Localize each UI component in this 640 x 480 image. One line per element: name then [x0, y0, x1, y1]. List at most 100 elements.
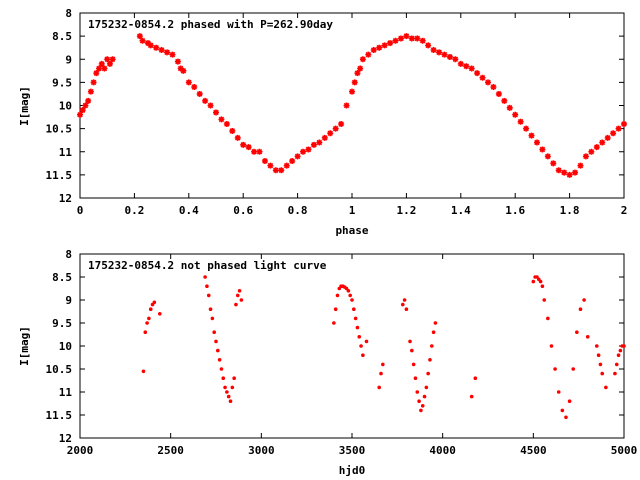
- data-point: [528, 132, 535, 139]
- data-point: [506, 104, 513, 111]
- data-point: [523, 125, 530, 132]
- data-point: [217, 358, 222, 362]
- data-point: [338, 121, 345, 127]
- x-tick-label: 4000: [429, 444, 456, 457]
- y-axis-ticks: 8 8.5 9 9.5 10 10.5 11 11.5 12: [46, 248, 624, 445]
- data-point: [147, 316, 151, 321]
- data-point: [473, 376, 478, 381]
- data-point: [538, 279, 543, 284]
- y-tick-label: 9.5: [52, 317, 72, 330]
- data-point: [237, 289, 242, 293]
- data-point: [392, 37, 399, 44]
- data-point: [109, 56, 116, 63]
- data-point: [305, 146, 312, 153]
- y-tick-label: 9.5: [52, 76, 72, 89]
- data-point: [616, 353, 621, 358]
- data-point: [213, 109, 219, 116]
- data-point: [208, 307, 213, 312]
- data-point: [228, 399, 233, 404]
- data-point: [599, 139, 606, 146]
- data-point: [219, 367, 224, 371]
- data-point: [350, 298, 354, 302]
- x-tick-label: 1.8: [560, 204, 580, 217]
- y-tick-label: 11: [59, 386, 73, 399]
- x-tick-label: 0.4: [179, 204, 199, 217]
- data-point: [145, 40, 151, 47]
- data-point: [426, 371, 430, 376]
- data-point: [357, 65, 364, 72]
- data-point: [433, 321, 438, 325]
- data-point: [400, 302, 405, 307]
- x-axis-ticks: 0 0.2 0.4 0.6 0.8 1 1.2 1.4 1.6 1.8 2: [77, 13, 627, 217]
- data-point: [422, 394, 427, 399]
- data-point: [571, 367, 576, 371]
- data-point: [196, 90, 203, 97]
- x-tick-label: 0.6: [233, 204, 253, 217]
- data-point: [553, 367, 557, 371]
- data-point: [152, 300, 157, 305]
- data-point: [225, 390, 229, 394]
- data-point: [343, 102, 350, 109]
- data-point: [469, 394, 474, 399]
- data-point: [352, 307, 356, 312]
- data-point: [379, 371, 383, 376]
- data-point: [577, 162, 584, 169]
- data-point: [413, 376, 418, 381]
- data-point: [206, 293, 211, 298]
- y-tick-label: 11.5: [46, 409, 73, 422]
- data-point: [278, 167, 285, 174]
- data-point: [517, 118, 524, 125]
- data-point: [598, 362, 603, 367]
- data-point: [101, 65, 108, 72]
- data-point: [205, 284, 209, 289]
- x-axis-label: phase: [335, 224, 368, 237]
- data-point: [501, 97, 508, 104]
- data-point: [245, 144, 252, 151]
- data-point: [485, 79, 491, 86]
- data-point: [143, 330, 148, 335]
- chart-title: 175232-0854.2 phased with P=262.90day: [88, 18, 333, 31]
- data-point: [622, 344, 626, 348]
- data-point: [157, 312, 162, 316]
- data-point: [359, 344, 363, 348]
- data-point: [376, 44, 383, 51]
- data-point: [572, 169, 579, 176]
- data-point: [618, 348, 623, 353]
- data-point: [96, 65, 103, 72]
- data-point: [408, 35, 415, 42]
- y-axis-label: I[mag]: [18, 326, 31, 366]
- data-point: [550, 160, 557, 167]
- phased-light-curve-panel: 175232-0854.2 phased with P=262.90day ph…: [18, 7, 627, 237]
- data-point: [235, 293, 240, 298]
- data-point: [582, 298, 586, 302]
- data-points: [77, 33, 627, 178]
- data-point: [359, 56, 366, 63]
- x-axis-ticks: 2000 2500 3000 3500 4000 4500 5000: [67, 254, 637, 457]
- data-point: [177, 65, 184, 72]
- x-tick-label: 1.6: [505, 204, 525, 217]
- data-point: [216, 348, 220, 353]
- data-point: [240, 141, 247, 148]
- data-point: [169, 51, 176, 58]
- data-point: [425, 42, 432, 49]
- data-point: [239, 298, 244, 302]
- data-point: [185, 79, 192, 86]
- y-tick-label: 8: [65, 7, 72, 20]
- data-point: [582, 153, 589, 160]
- data-point: [136, 33, 143, 40]
- x-tick-label: 0: [77, 204, 84, 217]
- data-point: [428, 358, 432, 362]
- x-tick-label: 0.2: [124, 204, 144, 217]
- data-point: [355, 325, 360, 330]
- y-tick-label: 10: [59, 340, 72, 353]
- data-point: [564, 415, 568, 420]
- data-point: [600, 371, 605, 376]
- data-point: [354, 70, 361, 77]
- y-tick-label: 12: [59, 432, 72, 445]
- chart-title: 175232-0854.2 not phased light curve: [88, 259, 327, 272]
- data-point: [141, 369, 146, 374]
- data-point: [218, 116, 225, 123]
- data-point: [174, 58, 181, 65]
- data-point: [349, 88, 355, 95]
